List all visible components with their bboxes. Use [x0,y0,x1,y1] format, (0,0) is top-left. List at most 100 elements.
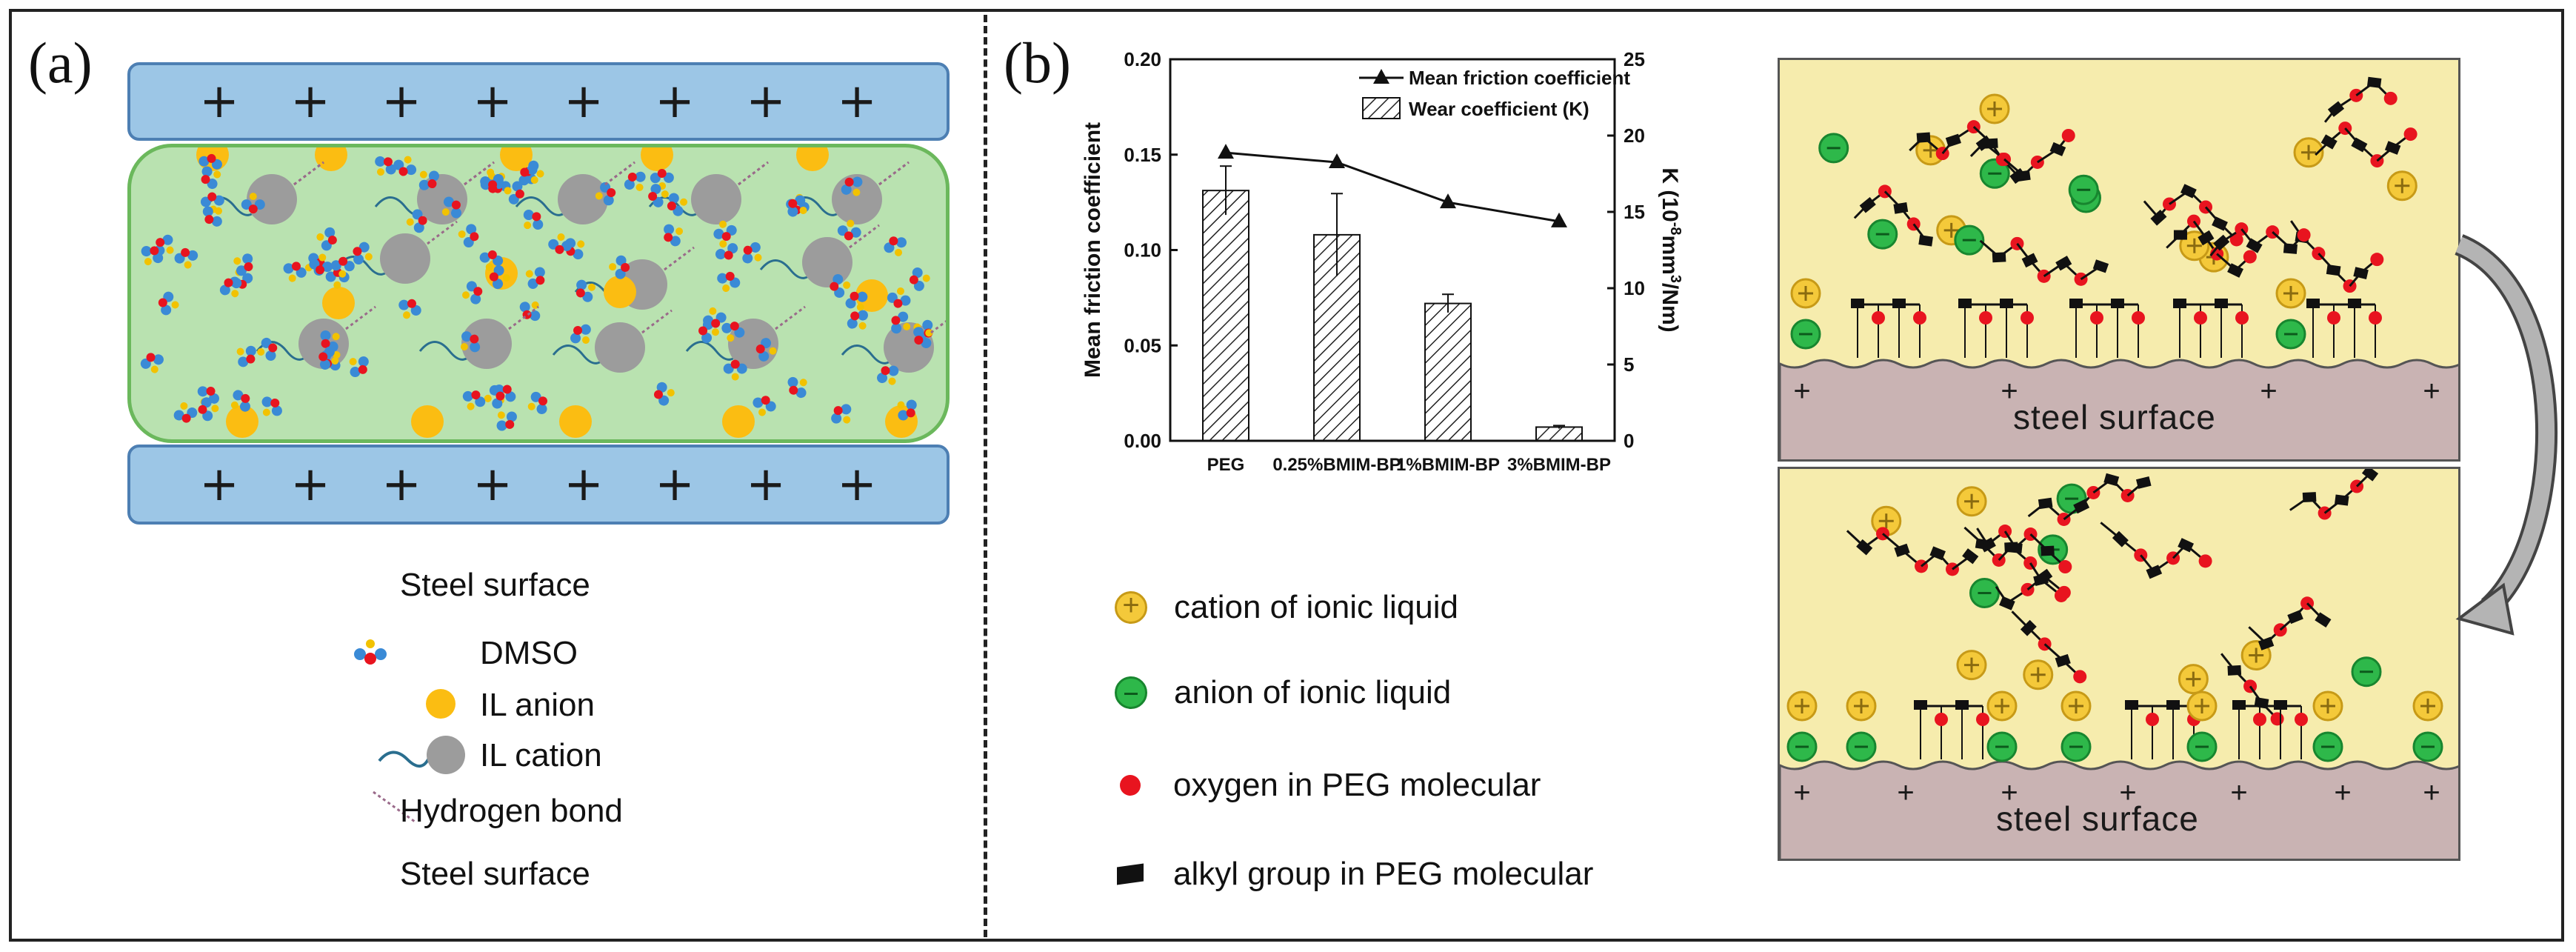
plus-sign: + [655,457,695,512]
y2-tick-label: 20 [1624,124,1645,147]
dmso-molecule [398,299,421,319]
peg-alkyl [2173,230,2187,240]
il-anion [722,405,755,438]
peg-oxygen [2229,233,2243,247]
dmso-molecule [753,396,776,416]
il-anion-icon [426,689,456,719]
panel-b-label: (b) [1004,30,1071,95]
dmso-molecule [715,240,738,260]
legend-dmso: DMSO [480,635,578,671]
peg-oxygen [2132,311,2145,324]
il-cation [802,237,852,287]
dmso-molecule [316,227,337,251]
plus-sign: + [381,74,421,129]
dmso-molecule [845,291,868,311]
legend-il-anion: IL anion [480,687,595,723]
y-tick-label: 0.00 [1124,430,1161,452]
peg-oxygen [2090,311,2103,324]
x-tick-label: 0.25%BMIM-BP [1272,455,1401,475]
x-tick-label: 3%BMIM-BP [1507,455,1611,475]
peg-alkyl [1918,235,1933,247]
dmso-molecule [461,281,483,304]
dmso-molecule [462,390,486,410]
dmso-molecule [496,411,517,431]
dmso-molecule [174,247,198,269]
dmso-molecule [742,242,762,264]
dmso-molecule [458,224,479,248]
il-anion [855,279,888,312]
x-tick-label: PEG [1207,455,1245,475]
dmso-molecule [527,391,547,415]
legend-steel-bottom: Steel surface [400,856,590,892]
hydrogen-bond [930,320,946,334]
surface-plus: + [2260,375,2277,407]
dmso-molecule [837,219,861,241]
hydrogen-bond [641,309,673,334]
legend-cation-text: cation of ionic liquid [1174,589,1459,625]
legend-oxygen: oxygen in PEG molecular [1120,767,1541,804]
dmso-molecule [884,236,907,256]
dmso-icon [354,639,387,665]
scene-top: + + + + steel surface [1778,58,2460,462]
legend-cation: cation of ionic liquid [1115,589,1458,626]
peg-oxygen [2295,713,2308,726]
scene-bottom-steel-label: steel surface [1996,799,2199,838]
dmso-molecule [575,279,596,302]
dmso-molecule [233,253,253,276]
il-anion [411,405,444,438]
dmso-molecule [375,156,396,176]
wear-bar [1424,302,1472,442]
hydrogen-bond [345,305,376,330]
friction-point [1440,193,1456,209]
dmso-molecule [441,196,461,219]
y-tick-label: 0.10 [1124,239,1161,262]
steel-substrate [1780,760,2458,859]
legend-alkyl: alkyl group in PEG molecular [1117,856,1593,893]
legend-hydrogen-bond: Hydrogen bond [400,793,623,829]
x-tick-label: 1%BMIM-BP [1396,455,1500,475]
peg-oxygen [2030,155,2044,169]
scene-top-molecules: + + + + [1780,76,2458,459]
steel-substrate [1780,359,2458,459]
il-anion [796,147,829,171]
peg-oxygen [2297,228,2311,242]
surface-plus: + [2230,776,2247,809]
dmso-molecule [787,376,807,399]
peg-oxygen [2023,556,2038,570]
dmso-molecule [609,255,630,279]
anion-icon [1115,676,1147,709]
peg-alkyl [2361,469,2379,482]
hydrogen-bond-icon [373,790,416,823]
y2-tick-label: 10 [1624,277,1645,299]
plus-sign: + [564,74,604,129]
il-cation [247,174,297,224]
dmso-molecule [393,156,417,176]
peg-oxygen [1979,311,1992,324]
dmso-molecule [713,220,737,242]
legend-steel-top: Steel surface [400,567,590,603]
dmso-molecule [570,324,591,344]
dmso-molecule [200,192,224,213]
peg-oxygen [1935,713,1948,726]
dmso-molecule [241,193,265,214]
plus-sign: + [564,457,604,512]
dmso-molecule [913,327,933,349]
surface-plus: + [1897,776,1914,809]
hydrogen-bond [878,161,910,186]
plus-sign: + [290,74,330,129]
legend-alkyl-text: alkyl group in PEG molecular [1173,856,1594,892]
legend-anion-text: anion of ionic liquid [1174,674,1452,710]
plus-sign: + [199,74,239,129]
dmso-molecule [230,390,250,412]
plus-sign: + [746,74,786,129]
y-tick-label: 0.20 [1124,48,1161,70]
il-cation [595,322,645,373]
peg-alkyl [2246,238,2263,253]
il-anion [500,147,533,171]
dmso-molecule [158,291,179,316]
dmso-molecule [703,307,727,328]
il-anion [604,276,636,308]
y-tick-label: 0.05 [1124,334,1161,356]
peg-oxygen [2073,670,2087,684]
il-anion [315,147,347,171]
